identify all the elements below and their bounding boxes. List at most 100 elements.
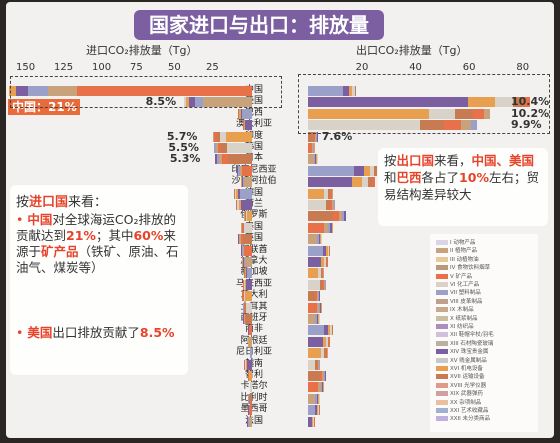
- bar-segment: [214, 131, 217, 142]
- bar-segment: [308, 416, 313, 427]
- bar-segment: [249, 325, 252, 336]
- bar-segment: [308, 325, 325, 336]
- bar-segment: [247, 416, 249, 427]
- export-pct-label: 9.9%: [511, 118, 542, 132]
- bar-segment: [249, 371, 252, 381]
- bar-segment: [244, 314, 245, 324]
- country-label: 泰国: [244, 221, 263, 232]
- bar-segment: [242, 291, 243, 302]
- bar-segment: [326, 257, 328, 267]
- b1-text-c: 到: [53, 228, 67, 243]
- bar-segment: [494, 97, 513, 108]
- legend-swatch: [436, 416, 448, 422]
- import-bar: [241, 279, 252, 290]
- bar-segment: [308, 200, 326, 210]
- bar-segment: [241, 177, 243, 188]
- bar-segment: [241, 222, 242, 233]
- import-bar: [183, 97, 252, 108]
- legend-item: XXII 未分类商品: [436, 416, 490, 423]
- bar-segment: [328, 245, 330, 256]
- bar-segment: [363, 165, 371, 176]
- bar-segment: [324, 325, 328, 336]
- bar-segment: [234, 188, 237, 199]
- bar-segment: [308, 86, 343, 96]
- export-bar: [308, 245, 335, 256]
- country-label: 俄罗斯: [240, 210, 268, 221]
- bar-segment: [243, 257, 246, 267]
- bar-segment: [318, 291, 319, 302]
- bar-segment: [234, 188, 235, 199]
- bar-segment: [202, 97, 252, 108]
- bar-segment: [323, 268, 324, 279]
- import-bar: [238, 245, 252, 256]
- bar-segment: [324, 257, 327, 267]
- bar-segment: [329, 336, 331, 347]
- bar-segment: [316, 291, 319, 302]
- legend-text: XII 鞋帽伞杖/羽毛: [450, 332, 494, 339]
- bar-segment: [244, 279, 245, 290]
- bar-segment: [308, 143, 313, 153]
- bar-segment: [248, 371, 250, 381]
- bar-segment: [331, 188, 333, 199]
- bar-segment: [248, 405, 250, 416]
- import-highlight-box: [10, 76, 282, 108]
- country-label: 英国: [244, 233, 263, 244]
- country-label: 荷兰: [244, 199, 263, 209]
- country-label: 中国: [244, 85, 263, 95]
- bar-segment: [241, 245, 243, 256]
- export-bar: [308, 393, 321, 404]
- bar-segment: [318, 268, 321, 279]
- bar-segment: [238, 165, 240, 176]
- export-bar: [308, 257, 332, 267]
- b2-text: 出口排放贡献了: [52, 325, 140, 340]
- left-note-box: 按进口国来看： • 中国对全球海运CO₂排放的贡献达到21%；其中60%来源于矿…: [10, 185, 188, 375]
- export-bar: [308, 200, 340, 210]
- export-pct-label: 10.2%: [511, 106, 550, 120]
- bar-segment: [368, 177, 373, 188]
- bar-segment: [246, 302, 252, 313]
- legend-text: XIV 珠宝贵金属: [450, 349, 489, 356]
- bar-segment: [246, 279, 252, 290]
- bar-segment: [240, 108, 243, 119]
- export-bar: [308, 154, 319, 165]
- r-text-b: 来看，: [434, 153, 472, 168]
- bar-segment: [8, 86, 17, 96]
- bar-segment: [245, 359, 247, 370]
- bar-segment: [312, 416, 314, 427]
- export-pct-label: 7.6%: [321, 129, 353, 143]
- bar-segment: [321, 348, 325, 359]
- bar-segment: [238, 200, 242, 210]
- bar-segment: [16, 86, 29, 96]
- export-bar: [308, 234, 324, 245]
- bar-segment: [322, 279, 325, 290]
- bar-segment: [308, 348, 322, 359]
- country-label: 阿根廷: [240, 335, 268, 346]
- bar-segment: [361, 177, 369, 188]
- legend-text: I 动物产品: [450, 240, 476, 246]
- r-pct: 10%: [459, 170, 489, 185]
- bar-segment: [322, 245, 326, 256]
- export-bar: [308, 416, 316, 427]
- r-text-a: 按: [384, 153, 397, 168]
- left-heading-post: 来看：: [68, 195, 108, 210]
- export-bar: [308, 279, 329, 290]
- legend-item: XII 鞋帽伞杖/羽毛: [436, 332, 494, 339]
- bar-segment: [245, 268, 247, 279]
- bar-segment: [308, 188, 325, 199]
- legend-text: XV 贱金属制品: [450, 357, 487, 364]
- country-label: 卡塔尔: [240, 381, 268, 392]
- import-bar: [243, 211, 252, 222]
- bar-segment: [308, 405, 316, 416]
- bar-segment: [226, 143, 252, 153]
- import-bar: [241, 314, 252, 324]
- bar-segment: [240, 234, 243, 245]
- bar-segment: [242, 257, 243, 267]
- export-axis-title: 出口CO₂排放量（Tg）: [356, 44, 468, 57]
- country-label: 德国: [244, 187, 263, 198]
- export-tick-label: 40: [409, 62, 422, 73]
- bar-segment: [244, 302, 247, 313]
- bar-segment: [220, 131, 227, 142]
- legend-swatch: [436, 340, 448, 346]
- bar-segment: [325, 279, 326, 290]
- bar-segment: [324, 222, 328, 233]
